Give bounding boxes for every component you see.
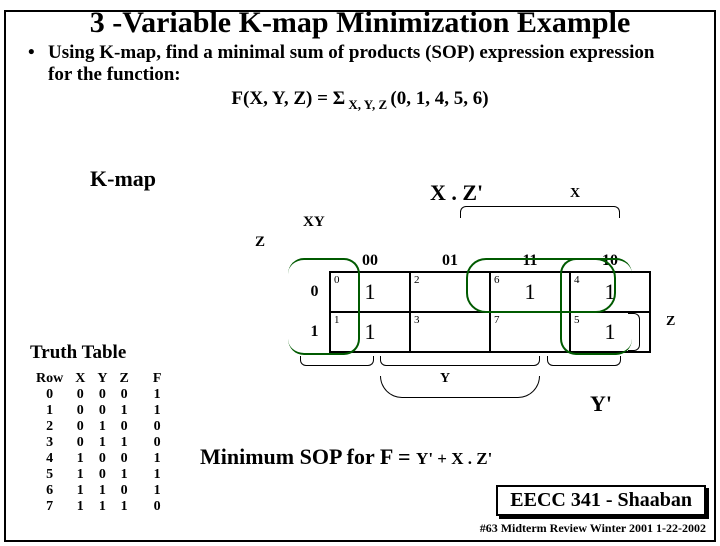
min-sop-rhs: Y' + X . Z' (416, 449, 492, 468)
group-y-right (560, 258, 632, 355)
x-label: X (570, 186, 580, 202)
brace-y (380, 356, 540, 366)
footer-box: EECC 341 - Shaaban (496, 485, 706, 516)
brace-yprime-right (547, 356, 621, 366)
z-axis-label: Z (255, 234, 265, 251)
footer-line: #63 Midterm Review Winter 2001 1-22-2002 (480, 521, 706, 536)
group-y-left (288, 258, 360, 355)
brace-yprime-left (300, 356, 374, 366)
z-side-label: Z (666, 314, 675, 330)
min-sop-lhs: Minimum SOP for F = (200, 444, 416, 469)
cell-3: 3 (410, 312, 490, 352)
cell-7: 7 (490, 312, 570, 352)
xy-label: XY (303, 214, 325, 231)
xz-label: X . Z' (430, 180, 483, 206)
brace-x (460, 206, 620, 218)
truth-table: Row X Y Z F 00001 10011 20100 30110 4100… (30, 371, 167, 515)
y-label: Y (440, 371, 450, 387)
truth-title: Truth Table (30, 342, 126, 364)
bullet-text: Using K-map, find a minimal sum of produ… (48, 42, 680, 86)
brace-z (628, 313, 640, 351)
kmap-label: K-map (90, 166, 156, 192)
min-sop: Minimum SOP for F = Y' + X . Z' (200, 444, 492, 470)
yprime-arc (380, 376, 540, 398)
yprime-label: Y' (590, 391, 612, 417)
